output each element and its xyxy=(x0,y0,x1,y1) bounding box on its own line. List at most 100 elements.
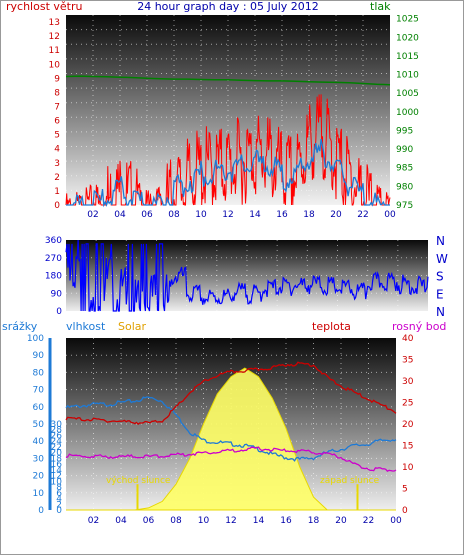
tick-hour: 02 xyxy=(88,516,99,526)
tick-hour: 12 xyxy=(225,516,236,526)
tick-wind-speed: 12 xyxy=(49,32,60,42)
series-humidity xyxy=(65,396,397,462)
tick-humidity: 10 xyxy=(33,489,45,499)
tick-compass: E xyxy=(436,287,444,301)
tick-wind-speed: 0 xyxy=(54,201,60,211)
tick-temperature: 15 xyxy=(402,442,413,452)
tick-rain: 20 xyxy=(51,449,63,459)
tick-rain: 18 xyxy=(51,454,63,464)
tick-pressure: 1010 xyxy=(396,71,419,81)
tick-humidity: 90 xyxy=(33,351,45,361)
legend-rain: srážky xyxy=(2,320,38,333)
tick-pressure: 980 xyxy=(396,182,413,192)
tick-compass: S xyxy=(436,270,444,284)
tick-temperature: 5 xyxy=(402,485,408,495)
tick-temperature: 10 xyxy=(402,463,414,473)
tick-temperature: 30 xyxy=(402,377,414,387)
tick-pressure: 1000 xyxy=(396,108,419,118)
tick-wind-speed: 4 xyxy=(54,145,60,155)
tick-hour: 14 xyxy=(249,210,261,220)
sunrise-label: východ slunce xyxy=(106,476,171,486)
tick-wind-speed: 1 xyxy=(54,187,60,197)
tick-wind-speed: 11 xyxy=(49,46,60,56)
panel-temperature-ticks: 0102030405060708090100024681012141618202… xyxy=(27,334,414,526)
tick-direction-degrees: 180 xyxy=(45,272,62,282)
tick-pressure: 990 xyxy=(396,145,413,155)
tick-rain: 26 xyxy=(51,431,63,441)
tick-hour: 06 xyxy=(143,516,155,526)
tick-temperature: 0 xyxy=(402,506,408,516)
tick-humidity: 100 xyxy=(27,334,44,344)
tick-direction-degrees: 270 xyxy=(45,254,62,264)
series-wind-direction xyxy=(65,239,429,312)
tick-wind-speed: 7 xyxy=(54,102,60,112)
tick-humidity: 0 xyxy=(38,506,44,516)
tick-rain: 16 xyxy=(51,460,63,470)
legend-humidity: vlhkost xyxy=(66,320,106,333)
tick-rain: 8 xyxy=(56,483,62,493)
tick-rain: 6 xyxy=(56,489,62,499)
tick-rain: 22 xyxy=(51,443,62,453)
tick-rain: 12 xyxy=(51,472,62,482)
tick-hour: 10 xyxy=(195,210,207,220)
tick-hour: 04 xyxy=(114,210,126,220)
tick-wind-speed: 5 xyxy=(54,131,60,141)
series-wind-gust xyxy=(65,94,391,207)
tick-rain: 0 xyxy=(56,506,62,516)
tick-hour: 00 xyxy=(384,210,396,220)
tick-humidity: 80 xyxy=(33,368,45,378)
tick-hour: 06 xyxy=(141,210,153,220)
tick-hour: 18 xyxy=(308,516,320,526)
tick-hour: 08 xyxy=(170,516,182,526)
sunset-label: západ slunce xyxy=(320,476,380,486)
tick-direction-degrees: 90 xyxy=(51,289,63,299)
tick-hour: 22 xyxy=(357,210,368,220)
tick-pressure: 1015 xyxy=(396,52,419,62)
panel-wind-ticks: 0123456789101112139759809859909951000100… xyxy=(49,15,420,220)
series-wind-average xyxy=(66,138,390,208)
legend-temperature: teplota xyxy=(312,320,351,333)
tick-direction-degrees: 0 xyxy=(56,307,62,317)
tick-pressure: 1020 xyxy=(396,33,419,43)
series-dew-point xyxy=(65,446,397,473)
tick-rain: 2 xyxy=(56,500,62,510)
tick-direction-degrees: 360 xyxy=(45,236,62,246)
tick-humidity: 40 xyxy=(33,437,45,447)
tick-wind-speed: 8 xyxy=(54,88,60,98)
tick-humidity: 20 xyxy=(33,472,45,482)
tick-wind-speed: 13 xyxy=(49,18,60,28)
tick-wind-speed: 2 xyxy=(54,173,60,183)
tick-humidity: 70 xyxy=(33,386,45,396)
chart-title: 24 hour graph day : 05 July 2012 xyxy=(137,0,319,13)
tick-rain: 24 xyxy=(51,437,63,447)
tick-wind-speed: 10 xyxy=(49,60,61,70)
tick-hour: 12 xyxy=(222,210,233,220)
tick-pressure: 995 xyxy=(396,126,413,136)
series-pressure xyxy=(65,75,391,86)
tick-humidity: 50 xyxy=(33,420,45,430)
tick-hour: 16 xyxy=(276,210,288,220)
tick-rain: 14 xyxy=(51,466,63,476)
tick-hour: 00 xyxy=(390,516,402,526)
tick-hour: 16 xyxy=(280,516,292,526)
tick-hour: 02 xyxy=(87,210,98,220)
tick-hour: 14 xyxy=(253,516,265,526)
tick-temperature: 25 xyxy=(402,399,413,409)
tick-hour: 10 xyxy=(198,516,210,526)
tick-humidity: 30 xyxy=(33,454,45,464)
tick-hour: 04 xyxy=(115,516,127,526)
panel-wind-series xyxy=(65,75,391,208)
tick-humidity: 60 xyxy=(33,403,45,413)
tick-pressure: 985 xyxy=(396,164,413,174)
tick-temperature: 35 xyxy=(402,356,413,366)
tick-pressure: 1005 xyxy=(396,89,419,99)
series-temperature xyxy=(65,361,397,426)
tick-pressure: 1025 xyxy=(396,15,419,25)
legend-dew-point: rosný bod xyxy=(392,320,446,333)
tick-hour: 08 xyxy=(168,210,180,220)
right-axis-label-pressure: tlak xyxy=(370,0,391,13)
legend-solar: Solar xyxy=(118,320,147,333)
tick-rain: 28 xyxy=(51,426,63,436)
tick-temperature: 40 xyxy=(402,334,414,344)
